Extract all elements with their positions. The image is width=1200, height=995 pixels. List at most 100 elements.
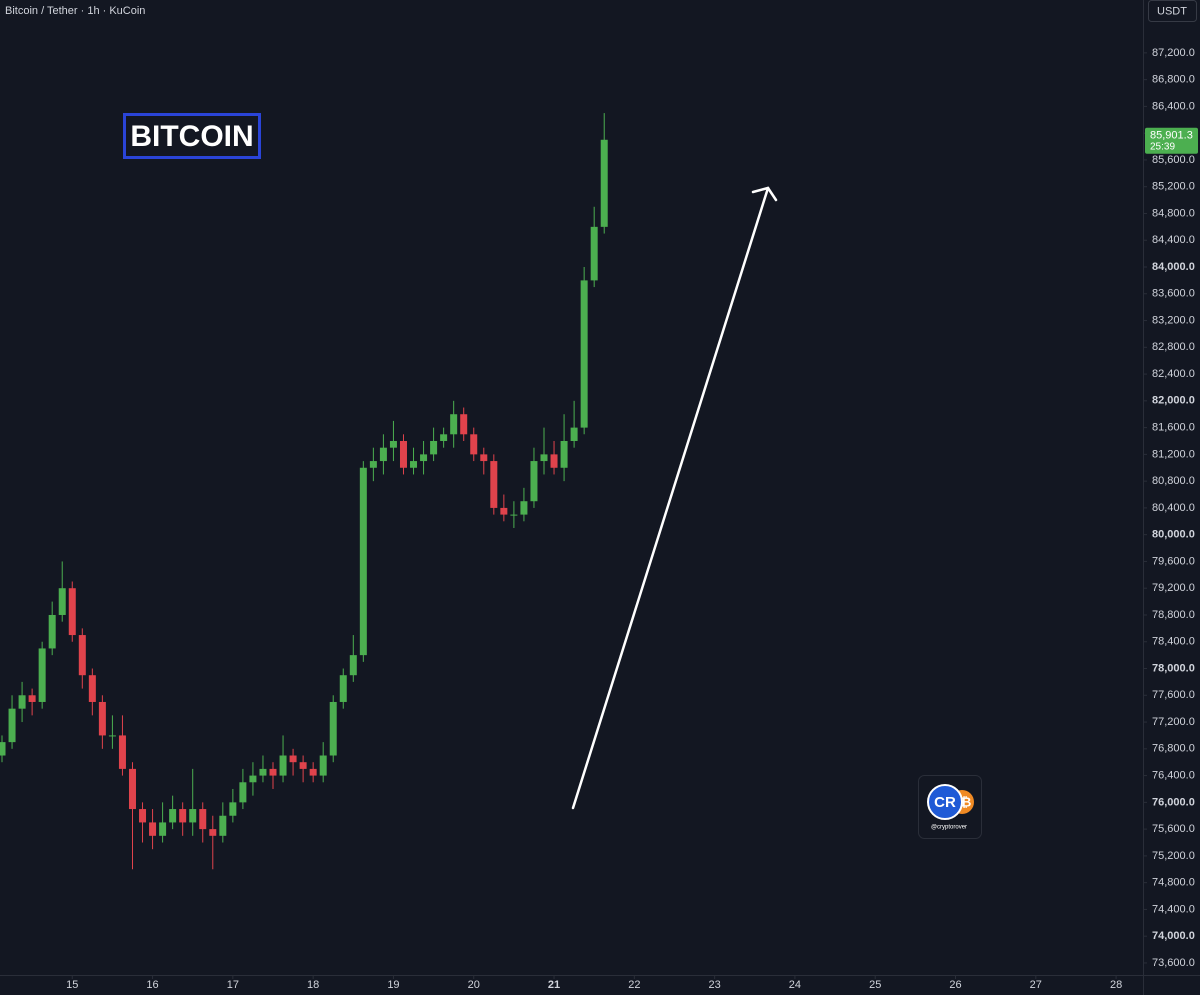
watermark: ₿ CR @cryptorover bbox=[918, 775, 982, 839]
y-tick-label: 76,800.0 bbox=[1152, 743, 1195, 755]
candle bbox=[520, 487, 528, 522]
candle-body bbox=[530, 461, 538, 502]
candle-body bbox=[219, 815, 227, 836]
x-tick-label: 19 bbox=[387, 979, 399, 991]
y-tick-label: 86,400.0 bbox=[1152, 100, 1195, 112]
y-tick-label: 81,200.0 bbox=[1152, 448, 1195, 460]
y-tick-label: 80,800.0 bbox=[1152, 475, 1195, 487]
x-tick-label: 23 bbox=[709, 979, 721, 991]
x-tick-label: 25 bbox=[869, 979, 881, 991]
candle bbox=[189, 768, 197, 836]
candle-body bbox=[420, 454, 428, 462]
candles bbox=[0, 113, 608, 870]
candle-body bbox=[329, 701, 337, 756]
y-tick-label: 79,200.0 bbox=[1152, 582, 1195, 594]
candle bbox=[530, 447, 538, 508]
candle-body bbox=[299, 762, 307, 769]
candle-body bbox=[470, 434, 478, 455]
candle-body bbox=[410, 461, 418, 468]
candle-body bbox=[58, 588, 66, 615]
candle-body bbox=[480, 454, 488, 462]
candle-body bbox=[78, 635, 86, 676]
candle bbox=[199, 802, 207, 843]
candle bbox=[369, 447, 377, 482]
y-tick-label: 80,000.0 bbox=[1152, 529, 1195, 541]
candle-body bbox=[590, 226, 598, 281]
candle bbox=[259, 755, 267, 783]
candle-body bbox=[38, 648, 46, 702]
candle bbox=[118, 715, 126, 776]
candle bbox=[219, 802, 227, 843]
candle bbox=[8, 695, 16, 749]
candle bbox=[580, 267, 588, 435]
x-tick-label: 26 bbox=[949, 979, 961, 991]
candle-body bbox=[440, 434, 448, 441]
x-tick-label: 28 bbox=[1110, 979, 1122, 991]
candle bbox=[359, 461, 367, 662]
y-tick-label: 74,800.0 bbox=[1152, 877, 1195, 889]
candle-body bbox=[68, 588, 76, 636]
candle bbox=[399, 434, 407, 475]
candle-body bbox=[159, 822, 167, 836]
candle-body bbox=[0, 742, 6, 756]
y-tick-label: 87,200.0 bbox=[1152, 47, 1195, 59]
candle bbox=[128, 762, 136, 870]
candle-body bbox=[88, 675, 96, 702]
y-tick-label: 76,000.0 bbox=[1152, 796, 1195, 808]
candle-body bbox=[199, 809, 207, 830]
candle-body bbox=[118, 735, 126, 769]
candle-body bbox=[28, 695, 36, 702]
y-tick-label: 79,600.0 bbox=[1152, 555, 1195, 567]
candle-body bbox=[309, 768, 317, 776]
symbol-title: Bitcoin / Tether · 1h · KuCoin bbox=[5, 5, 145, 17]
candle-body bbox=[319, 755, 327, 776]
last-price-tag: 85,901.325:39 bbox=[1145, 127, 1198, 154]
y-tick-label: 75,200.0 bbox=[1152, 850, 1195, 862]
candle-body bbox=[389, 440, 397, 448]
y-tick-label: 86,800.0 bbox=[1152, 74, 1195, 86]
candle bbox=[480, 447, 488, 475]
y-tick-label: 78,400.0 bbox=[1152, 636, 1195, 648]
annotation-box bbox=[123, 113, 261, 159]
candle bbox=[209, 815, 217, 870]
candle-body bbox=[570, 427, 578, 441]
candle bbox=[420, 440, 428, 475]
candle-body bbox=[349, 655, 357, 676]
watermark-logo-circle bbox=[927, 784, 963, 820]
candle bbox=[179, 802, 187, 836]
y-tick-label: 73,600.0 bbox=[1152, 957, 1195, 969]
y-tick-label: 78,000.0 bbox=[1152, 662, 1195, 674]
candle bbox=[510, 501, 518, 528]
candle-body bbox=[279, 755, 287, 776]
x-tick-label: 21 bbox=[548, 979, 560, 991]
x-tick-label: 18 bbox=[307, 979, 319, 991]
candle bbox=[600, 113, 608, 234]
candle-body bbox=[430, 440, 438, 455]
candle bbox=[78, 628, 86, 689]
candle-body bbox=[209, 829, 217, 836]
candle-body bbox=[580, 280, 588, 428]
currency-box[interactable] bbox=[1148, 0, 1197, 22]
last-price-bg bbox=[1145, 127, 1198, 154]
y-tick-label: 74,400.0 bbox=[1152, 903, 1195, 915]
candle bbox=[339, 668, 347, 709]
candle bbox=[349, 635, 357, 682]
y-tick-label: 83,200.0 bbox=[1152, 314, 1195, 326]
candle-body bbox=[369, 461, 377, 468]
arrow-shaft bbox=[571, 186, 770, 810]
candle bbox=[88, 668, 96, 716]
candle bbox=[289, 748, 297, 776]
candle-body bbox=[289, 755, 297, 763]
candle-body bbox=[169, 809, 177, 823]
last-price-label: 85,901.3 bbox=[1150, 130, 1193, 142]
y-tick-label: 80,400.0 bbox=[1152, 502, 1195, 514]
y-tick-label: 77,200.0 bbox=[1152, 716, 1195, 728]
axis-ticks: 73,600.0 74,000.0 74,400.0 74,800.0 75,200.0… bbox=[66, 47, 1195, 991]
candle-body bbox=[249, 775, 257, 783]
currency[interactable]: USDT bbox=[1157, 5, 1187, 17]
y-tick-label: 83,600.0 bbox=[1152, 288, 1195, 300]
candle-body bbox=[189, 809, 197, 823]
y-tick-label: 76,400.0 bbox=[1152, 769, 1195, 781]
y-tick-label: 85,200.0 bbox=[1152, 181, 1195, 193]
